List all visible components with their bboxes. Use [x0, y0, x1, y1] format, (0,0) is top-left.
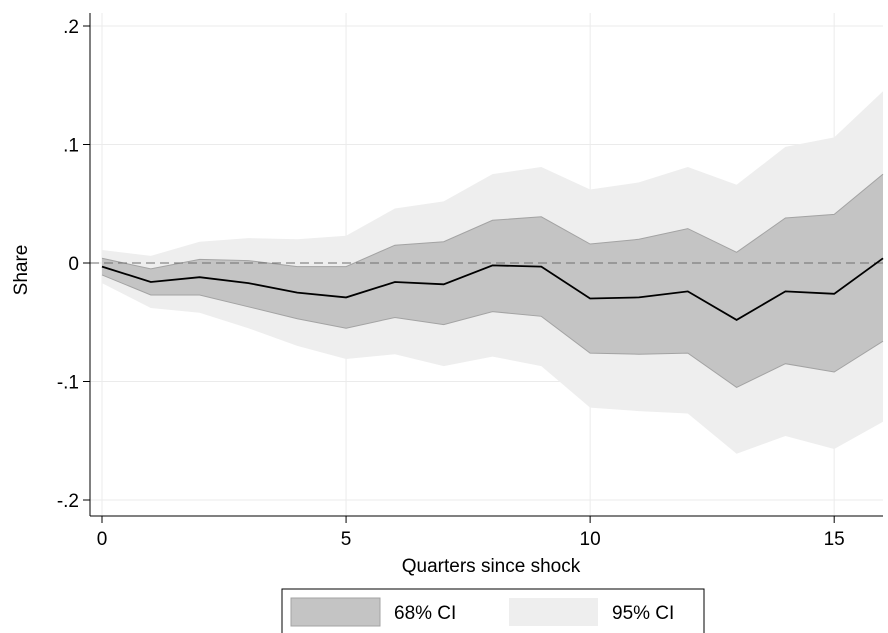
x-tick-label-2: 10 [580, 529, 601, 550]
y-tick-label-4: -.2 [57, 491, 79, 512]
y-tick-label-1: .1 [63, 136, 79, 157]
legend-swatch-95ci [509, 598, 598, 626]
x-tick-label-1: 5 [341, 529, 352, 550]
y-axis-title: Share [11, 245, 32, 296]
ticks: .2 .1 0 -.1 -.2 0 5 10 15 [57, 17, 845, 550]
y-tick-label-2: 0 [68, 254, 79, 275]
y-tick-label-3: -.1 [57, 373, 79, 394]
ci68-lower-edge [101, 274, 884, 388]
axes [89, 13, 883, 517]
legend-swatch-68ci [290, 597, 381, 627]
x-tick-label-0: 0 [97, 529, 108, 550]
y-tick-label-0: .2 [63, 17, 79, 38]
ci68-band [102, 174, 883, 388]
x-tick-label-3: 15 [824, 529, 845, 550]
ci68-upper-edge [101, 173, 884, 270]
x-axis-title: Quarters since shock [402, 556, 581, 577]
legend-label-68ci: 68% CI [394, 603, 456, 624]
legend: 68% CI 95% CI [281, 588, 705, 633]
legend-label-95ci: 95% CI [612, 603, 674, 624]
estimate-line-layer [101, 257, 884, 321]
ci68-band-layer [101, 173, 884, 388]
estimate-line [101, 257, 884, 321]
